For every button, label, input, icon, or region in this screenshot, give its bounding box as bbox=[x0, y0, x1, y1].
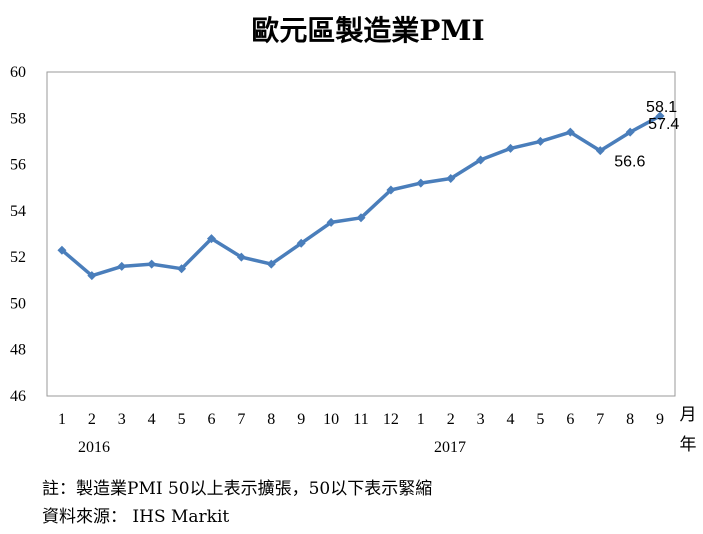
data-point bbox=[147, 259, 157, 269]
y-tick-label: 54 bbox=[10, 203, 26, 220]
x-tick-label: 8 bbox=[267, 411, 275, 428]
x-tick-label: 1 bbox=[417, 411, 425, 428]
x-tick-label: 3 bbox=[477, 411, 485, 428]
data-point bbox=[476, 155, 486, 165]
x-tick-label: 6 bbox=[566, 411, 574, 428]
data-point bbox=[177, 264, 187, 274]
y-axis-ticks: 46 48 50 52 54 56 58 60 bbox=[10, 64, 26, 405]
data-point bbox=[117, 261, 127, 271]
x-tick-label: 12 bbox=[383, 411, 399, 428]
y-tick-label: 48 bbox=[10, 342, 26, 359]
data-point bbox=[57, 245, 67, 255]
data-point bbox=[206, 234, 216, 244]
y-tick-label: 46 bbox=[10, 388, 26, 405]
x-tick-label: 5 bbox=[536, 411, 544, 428]
x-unit-year: 年 bbox=[680, 435, 697, 455]
x-tick-label: 2 bbox=[447, 411, 455, 428]
data-label: 58.1 bbox=[646, 99, 677, 116]
y-tick-label: 56 bbox=[10, 157, 26, 174]
data-labels: 56.6 57.458.1 bbox=[614, 99, 679, 171]
data-point bbox=[326, 217, 336, 227]
x-unit-month: 月 bbox=[680, 405, 697, 425]
x-tick-label: 6 bbox=[207, 411, 215, 428]
x-tick-label: 7 bbox=[237, 411, 245, 428]
data-point bbox=[506, 143, 516, 153]
data-point bbox=[446, 173, 456, 183]
chart-title: 歐元區製造業PMI bbox=[251, 14, 484, 47]
x-tick-label: 7 bbox=[596, 411, 604, 428]
data-point bbox=[416, 178, 426, 188]
x-tick-label: 4 bbox=[507, 411, 515, 428]
data-point bbox=[595, 146, 605, 156]
x-tick-label: 3 bbox=[118, 411, 126, 428]
x-axis-ticks: 1 2 3 4 5 6 7 8 9 10 11 12 1 2 3 4 5 6 7 8 9 bbox=[58, 411, 664, 428]
source-line: 資料來源： IHS Markit bbox=[42, 507, 229, 527]
data-point bbox=[266, 259, 276, 269]
x-tick-label: 9 bbox=[656, 411, 664, 428]
x-tick-label: 5 bbox=[178, 411, 186, 428]
data-point bbox=[87, 271, 97, 281]
series-line bbox=[60, 114, 661, 278]
year-label-2017: 2017 bbox=[434, 439, 466, 456]
year-label-2016: 2016 bbox=[78, 439, 110, 456]
data-point bbox=[296, 238, 306, 248]
y-tick-label: 58 bbox=[10, 110, 26, 127]
data-point bbox=[356, 213, 366, 223]
data-point bbox=[625, 127, 635, 137]
y-tick-label: 50 bbox=[10, 295, 26, 312]
data-point bbox=[535, 136, 545, 146]
series-pmi bbox=[57, 111, 665, 281]
y-tick-label: 60 bbox=[10, 64, 26, 81]
data-point bbox=[655, 111, 665, 121]
plot-area bbox=[46, 71, 676, 397]
note-line: 註：製造業PMI 50以上表示擴張，50以下表示緊縮 bbox=[42, 479, 432, 499]
x-tick-label: 2 bbox=[88, 411, 96, 428]
data-label: 57.4 bbox=[648, 116, 679, 133]
data-point bbox=[386, 185, 396, 195]
x-tick-label: 8 bbox=[626, 411, 634, 428]
x-tick-label: 10 bbox=[323, 411, 339, 428]
x-tick-label: 4 bbox=[148, 411, 156, 428]
x-tick-label: 11 bbox=[353, 411, 368, 428]
x-tick-label: 1 bbox=[58, 411, 66, 428]
data-label: 56.6 bbox=[614, 154, 645, 171]
x-tick-label: 9 bbox=[297, 411, 305, 428]
data-point bbox=[236, 252, 246, 262]
data-point bbox=[565, 127, 575, 137]
y-tick-label: 52 bbox=[10, 249, 26, 266]
